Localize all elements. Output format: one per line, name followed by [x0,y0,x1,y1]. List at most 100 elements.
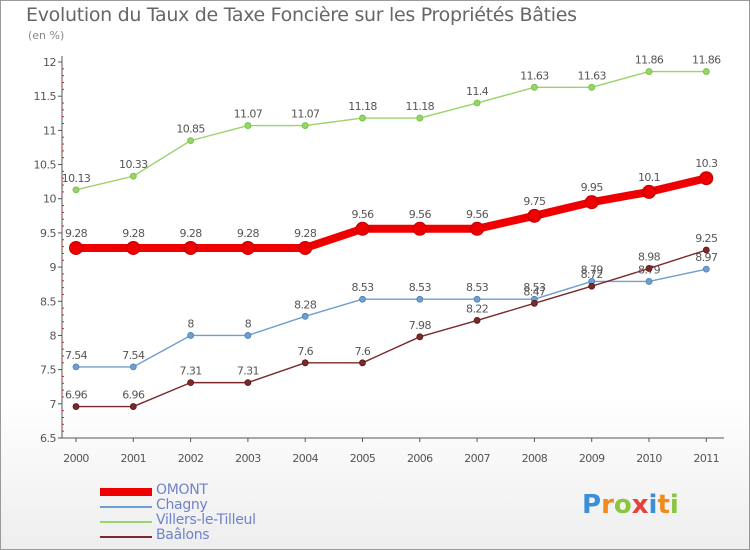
data-label: 9.28 [122,227,145,240]
series-chagny: 7.547.54888.288.538.538.538.538.798.798.… [65,251,719,371]
data-point [129,363,137,371]
data-label: 7.98 [409,319,432,332]
data-point [244,122,252,129]
data-point [187,332,195,339]
legend-label: Baâlons [156,527,210,543]
data-point [645,265,653,272]
x-tick-label: 2004 [292,452,318,465]
data-label: 9.28 [237,227,260,240]
data-label: 11.4 [466,85,489,98]
data-label: 8.22 [466,302,488,315]
data-point [301,359,309,367]
y-tick-label: 7 [50,398,57,411]
x-tick-label: 2005 [350,452,376,465]
data-label: 10.85 [176,123,205,136]
legend-label: OMONT [156,482,208,498]
data-point [69,240,83,255]
data-label: 8 [187,317,194,330]
data-label: 11.86 [635,54,664,67]
chart-subtitle: (en %) [28,29,65,42]
legend-label: Villers-le-Tilleul [156,512,256,528]
data-label: 9.56 [351,208,374,221]
data-label: 10.1 [638,171,660,184]
brand-letter: x [631,490,649,520]
data-label: 9.28 [65,227,88,240]
data-point [645,278,653,285]
series-ba-lons: 6.96 6.967.31 7.317.6 7.67.988.228.478.728.… [65,232,719,410]
data-point [72,403,80,410]
data-point [240,240,255,255]
data-point [473,317,481,324]
data-point [412,221,427,236]
data-point [584,195,599,210]
data-label: 9.25 [695,232,718,245]
data-point [244,332,252,339]
data-point [470,221,485,236]
data-point [129,172,137,180]
data-point [531,299,538,307]
y-tick-label: 11 [43,124,56,137]
data-point [301,122,309,129]
x-tick-label: 2003 [235,452,261,465]
data-label: 8.28 [294,298,317,311]
data-point [645,68,653,75]
data-point [527,208,542,223]
data-label: 8.53 [409,281,432,294]
data-point [473,295,481,303]
data-label: 10.33 [119,158,148,171]
data-label: 8.47 [523,285,546,298]
data-label: 11.18 [348,100,377,113]
data-label: 8.53 [351,281,374,294]
data-point [187,137,195,145]
data-point [588,83,596,91]
y-tick-label: 8 [50,329,57,342]
data-label: 8.53 [523,281,546,294]
data-label: 7.6 [355,345,371,358]
data-label: 8 [245,317,252,330]
data-label: 9.56 [466,208,489,221]
data-label: 11.07 [291,108,320,121]
data-point [702,265,710,273]
data-point [355,221,370,236]
data-point [588,282,596,290]
brand-logo: Proxiti [582,490,679,520]
data-point [359,295,366,303]
data-point [359,359,366,367]
x-tick-label: 2010 [636,452,662,465]
legend-swatch [100,506,152,508]
data-point [699,171,714,186]
y-tick-label: 12 [43,56,56,69]
data-label: 11.07 [234,108,263,121]
data-label: 7.31 [180,365,202,378]
series-line [76,174,708,252]
data-label: 9.75 [523,195,546,208]
legend-swatch [100,521,152,523]
y-tick-label: 8.5 [40,295,56,308]
data-point [416,295,424,303]
data-label: 7.31 [237,365,259,378]
data-point [416,333,424,341]
data-point [183,240,198,255]
brand-letter: o [613,490,632,520]
data-label: 11.86 [692,54,721,67]
data-label: 10.13 [62,172,91,185]
data-label: 11.18 [406,100,435,113]
x-tick-label: 2001 [120,452,146,465]
y-tick-label: 6.5 [40,432,56,445]
data-point [473,99,481,107]
data-point [298,240,313,255]
chart-title: Evolution du Taux de Taxe Foncière sur l… [26,4,577,26]
data-label: 7.6 [297,345,313,358]
series-layer: 10.13 10.33 10.85 11.07 11.07 11.18 11.18 11.4 1… [62,54,722,410]
x-tick-label: 2011 [693,452,719,465]
legend-swatch [100,488,152,496]
y-tick-label: 10 [43,193,56,206]
brand-letter: P [582,490,602,520]
legend-label: Chagny [156,497,208,513]
data-label: 8.79 [581,263,604,276]
brand-letter: i [648,490,658,520]
brand-letter: r [601,490,614,520]
data-label: 7.54 [65,349,88,362]
